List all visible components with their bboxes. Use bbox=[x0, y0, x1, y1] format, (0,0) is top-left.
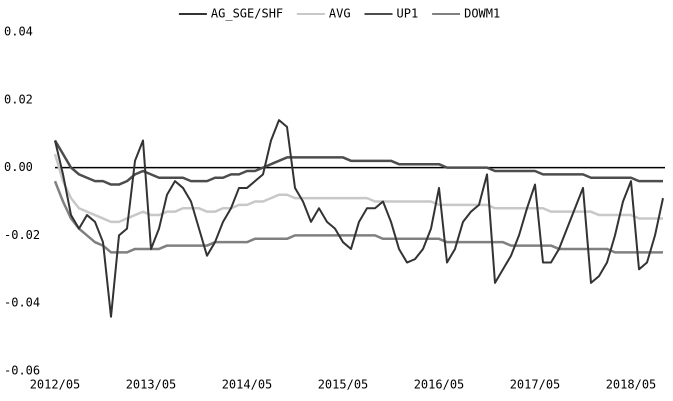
y-tick-label: 0.02 bbox=[4, 92, 33, 106]
legend-label: AVG bbox=[329, 7, 351, 21]
x-tick-label: 2018/05 bbox=[606, 378, 657, 392]
x-tick-label: 2012/05 bbox=[30, 378, 81, 392]
series-line bbox=[53, 139, 663, 186]
legend-label: DOWM1 bbox=[464, 7, 500, 21]
y-tick-label: -0.02 bbox=[4, 228, 40, 242]
series-line bbox=[53, 153, 663, 224]
x-tick-label: 2016/05 bbox=[414, 378, 465, 392]
x-tick-label: 2015/05 bbox=[318, 378, 369, 392]
y-tick-label: 0.00 bbox=[4, 160, 33, 174]
series-line bbox=[54, 119, 664, 318]
legend-label: AG_SGE/SHF bbox=[211, 7, 283, 21]
x-tick-label: 2013/05 bbox=[126, 378, 177, 392]
y-tick-label: 0.04 bbox=[4, 25, 33, 39]
legend-label: UP1 bbox=[397, 7, 419, 21]
x-tick-label: 2017/05 bbox=[510, 378, 561, 392]
y-tick-label: -0.04 bbox=[4, 296, 40, 310]
x-tick-label: 2014/05 bbox=[222, 378, 273, 392]
y-tick-label: -0.06 bbox=[4, 364, 40, 378]
series-line bbox=[53, 180, 663, 254]
